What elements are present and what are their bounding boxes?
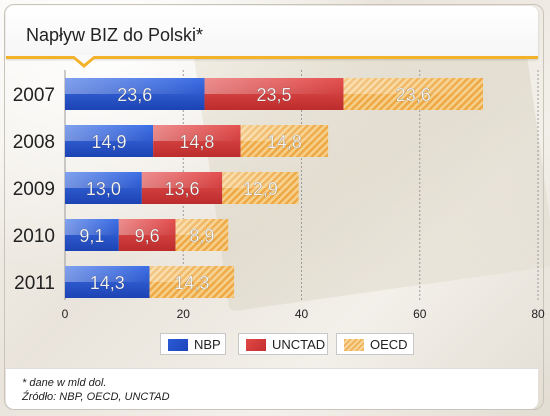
bar-highlight xyxy=(65,219,119,235)
data-label-nbp: 13,0 xyxy=(86,179,121,199)
bar-highlight xyxy=(118,219,176,235)
data-label-nbp: 14,9 xyxy=(92,132,127,152)
data-label-oecd: 23,6 xyxy=(396,85,431,105)
bar-highlight xyxy=(65,172,142,188)
legend-swatch-unctad xyxy=(246,339,266,351)
bar-highlight xyxy=(175,219,229,235)
data-label-nbp: 9,1 xyxy=(79,226,104,246)
legend-label-unctad: UNCTAD xyxy=(272,337,326,352)
data-label-oecd: 14,8 xyxy=(267,132,302,152)
chart-frame xyxy=(4,4,544,410)
bar-highlight xyxy=(65,125,154,141)
data-label-oecd: 12,9 xyxy=(243,179,278,199)
data-label-unctad: 14,8 xyxy=(179,132,214,152)
y-category-label: 2011 xyxy=(14,273,55,294)
data-label-unctad: 13,6 xyxy=(165,179,200,199)
legend-swatch-nbp xyxy=(168,339,188,351)
data-label-nbp: 23,6 xyxy=(117,85,152,105)
bar-highlight xyxy=(153,125,241,141)
bar-highlight xyxy=(240,125,329,141)
chart-title: Napływ BIZ do Polski* xyxy=(26,25,204,45)
y-category-label: 2007 xyxy=(13,85,55,106)
x-tick-label: 40 xyxy=(295,307,309,321)
y-category-label: 2009 xyxy=(13,179,55,200)
x-tick-label: 80 xyxy=(531,307,545,321)
bar-highlight xyxy=(65,78,205,94)
data-label-nbp: 14,3 xyxy=(90,273,125,293)
legend-item-oecd: OECD xyxy=(336,333,414,355)
data-label-unctad: 23,5 xyxy=(256,85,291,105)
x-tick-label: 0 xyxy=(62,307,69,321)
bar-highlight xyxy=(141,172,223,188)
y-category-label: 2008 xyxy=(13,132,55,153)
legend-item-unctad: UNCTAD xyxy=(238,333,328,355)
footer: * dane w mld dol. Źródło: NBP, OECD, UNC… xyxy=(6,368,538,409)
data-label-unctad: 9,6 xyxy=(135,226,160,246)
data-label-oecd: 8,9 xyxy=(189,226,214,246)
footnote-units: * dane w mld dol. xyxy=(22,377,107,389)
legend-label-oecd: OECD xyxy=(370,337,408,352)
x-tick-label: 20 xyxy=(177,307,191,321)
y-category-label: 2010 xyxy=(13,226,55,247)
bar-highlight xyxy=(149,266,235,282)
legend-swatch-oecd xyxy=(344,339,364,351)
x-tick-label: 60 xyxy=(413,307,427,321)
legend-item-nbp: NBP xyxy=(160,333,226,355)
title-bar: Napływ BIZ do Polski* xyxy=(6,6,538,59)
footnote-source: Źródło: NBP, OECD, UNCTAD xyxy=(22,391,170,403)
data-label-oecd: 14,3 xyxy=(174,273,209,293)
bar-highlight xyxy=(204,78,344,94)
title-pointer-inner xyxy=(73,55,95,64)
bar-highlight xyxy=(65,266,150,282)
legend-label-nbp: NBP xyxy=(194,337,221,352)
bar-highlight xyxy=(222,172,299,188)
bar-highlight xyxy=(343,78,484,94)
